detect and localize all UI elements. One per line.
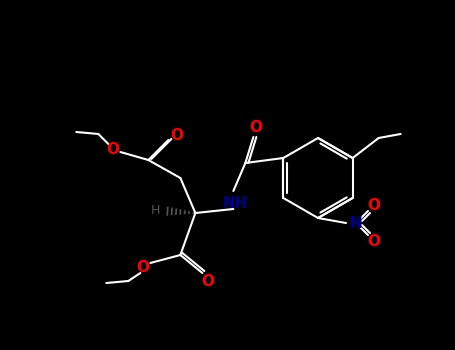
- Text: N: N: [349, 216, 362, 231]
- Text: H: H: [151, 204, 160, 217]
- Text: O: O: [201, 273, 214, 288]
- Text: O: O: [170, 127, 183, 142]
- Text: O: O: [249, 119, 262, 134]
- Text: NH: NH: [222, 196, 248, 210]
- Text: O: O: [136, 259, 149, 274]
- Text: O: O: [368, 197, 380, 212]
- Text: O: O: [106, 142, 119, 158]
- Text: O: O: [368, 233, 380, 248]
